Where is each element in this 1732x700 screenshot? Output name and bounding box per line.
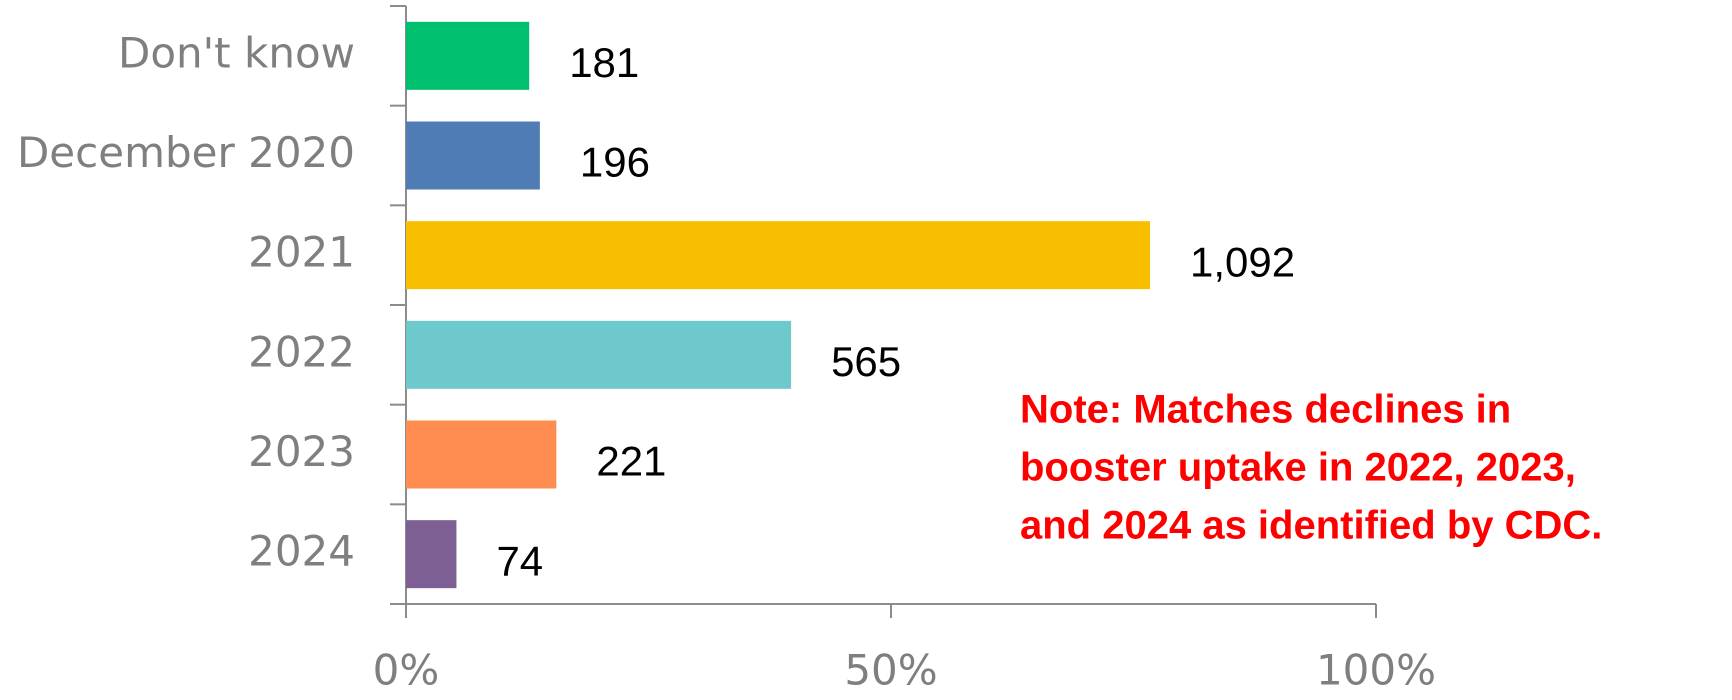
y-tick-label: 2022 [248,327,355,376]
bar [406,221,1150,290]
y-tick-label: 2023 [248,427,355,476]
bar [406,520,457,589]
bar [406,420,557,489]
x-tick-label: 50% [844,646,937,695]
y-tick-label: December 2020 [17,128,355,177]
bar [406,21,530,90]
x-tick-label: 100% [1316,646,1436,695]
y-tick-label: 2024 [248,527,355,576]
data-label: 74 [496,537,543,584]
annotation: Note: Matches declines in [1020,388,1511,432]
data-label: 565 [831,338,901,385]
y-tick-label: Don't know [118,28,355,77]
data-label: 196 [580,139,650,186]
annotation: booster uptake in 2022, 2023, [1020,446,1576,490]
data-label: 221 [596,438,666,485]
bar [406,121,540,190]
data-label: 181 [569,39,639,86]
annotation: and 2024 as identified by CDC. [1020,504,1602,548]
y-tick-label: 2021 [248,228,355,277]
x-tick-label: 0% [373,646,440,695]
bar [406,320,792,389]
data-label: 1,092 [1190,238,1295,285]
